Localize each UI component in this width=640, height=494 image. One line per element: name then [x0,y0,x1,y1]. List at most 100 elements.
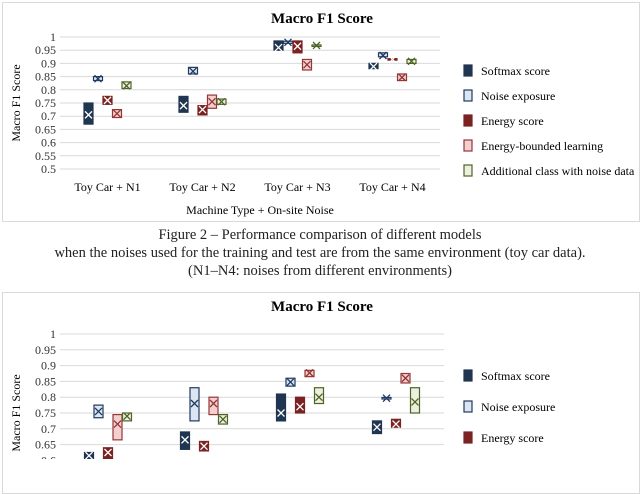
mean-marker-energy [296,402,304,411]
legend-label: Additional class with noise data [481,164,635,178]
box-softmax [83,102,94,125]
y-axis-label: Macro F1 Score [9,64,23,141]
y-tick-label: 0.95 [35,343,56,357]
mean-marker-noise_exposure [286,378,295,386]
y-tick-label: 0.9 [41,359,56,373]
y-tick-label: 0.8 [41,390,56,404]
y-tick-label: 0.6 [41,453,56,459]
mean-marker-energy [392,420,400,429]
mean-marker-energy [200,442,208,451]
mean-marker-softmax [181,435,189,444]
mean-marker-noise_exposure [382,394,391,403]
mean-marker-additional_class [411,397,419,406]
mean-marker-additional_class [122,81,131,90]
legend-label: Softmax score [481,369,550,383]
figure-caption: Figure 2 – Performance comparison of dif… [0,226,640,280]
y-tick-label: 0.55 [35,149,56,163]
y-tick-label: 0.95 [35,43,56,57]
mean-marker-noise_exposure [379,51,387,60]
mean-marker-energy [103,96,112,105]
chart-1-frame [2,2,640,222]
legend-swatch-additional_class [463,164,473,177]
x-tick-label: Toy Car + N1 [74,180,140,194]
legend-swatch-energy_bounded [463,139,473,152]
legend-swatch-noise_exposure [463,89,473,102]
mean-marker-additional_class [407,57,416,66]
mean-marker-softmax [277,409,285,417]
mean-marker-softmax [373,423,381,432]
mean-marker-softmax [179,101,188,110]
x-axis-label: Machine Type + On-site Noise [186,203,334,217]
caption-line-1: Figure 2 – Performance comparison of dif… [158,227,482,243]
mean-marker-additional_class [123,412,131,421]
legend-label: Energy score [481,114,544,128]
mean-marker-energy_bounded [303,60,311,69]
legend-label: Energy score [481,431,544,445]
y-tick-label: 1 [50,30,56,44]
legend-label: Noise exposure [481,400,555,414]
mean-marker-energy_bounded [208,97,216,106]
x-tick-label: Toy Car + N4 [359,180,425,194]
mean-marker-noise_exposure [94,74,102,83]
box-energy_bounded [112,413,123,441]
chart-2: Macro F1 Score0.50.550.60.650.70.750.80.… [9,299,555,459]
mean-marker-energy_bounded [398,73,406,82]
chart-title: Macro F1 Score [271,299,373,315]
x-tick-label: Toy Car + N2 [169,180,235,194]
y-tick-label: 1 [50,327,56,341]
legend-swatch-energy [463,114,473,127]
box-softmax [178,95,189,113]
x-tick-label: Toy Car + N3 [264,180,330,194]
mean-marker-energy_bounded [401,374,410,383]
box-energy_bounded [208,396,219,416]
box-energy [294,396,306,414]
mean-marker-energy [104,448,112,457]
y-tick-label: 0.8 [41,83,56,97]
mean-marker-noise_exposure [94,407,103,416]
box-additional_class [313,387,325,405]
mean-marker-softmax [84,110,93,119]
mean-marker-noise_exposure [190,399,199,408]
y-tick-label: 0.7 [41,109,56,123]
chart-1: Macro F1 Score0.50.550.60.650.70.750.80.… [9,11,635,217]
legend-label: Noise exposure [481,89,555,103]
mean-marker-softmax [85,451,93,459]
y-tick-label: 0.85 [35,374,56,388]
mean-marker-energy_bounded [113,109,121,118]
mean-marker-energy [293,42,302,51]
legend-swatch-noise_exposure [463,400,473,413]
y-tick-label: 0.9 [41,56,56,70]
mean-marker-additional_class [219,415,227,424]
legend-swatch-energy [463,431,473,444]
y-tick-label: 0.85 [35,70,56,84]
y-tick-label: 0.65 [35,122,56,136]
y-tick-label: 0.75 [35,96,56,110]
mean-marker-energy_bounded [305,368,314,377]
legend-swatch-softmax [463,64,473,77]
y-tick-label: 0.65 [35,438,56,452]
chart-title: Macro F1 Score [271,11,373,27]
mean-marker-energy_bounded [209,399,218,408]
mean-marker-softmax [274,43,283,52]
mean-marker-additional_class [312,41,321,50]
mean-marker-softmax [369,62,378,71]
y-axis-label: Macro F1 Score [9,374,23,451]
box-additional_class [409,387,421,414]
mean-marker-noise_exposure [189,67,197,76]
mean-marker-energy [388,55,397,64]
y-tick-label: 0.6 [41,136,56,150]
box-softmax [273,40,284,51]
y-tick-label: 0.7 [41,422,56,436]
mean-marker-additional_class [315,393,323,402]
caption-line-3: (N1–N4: noises from different environmen… [188,263,452,279]
legend-label: Softmax score [481,64,550,78]
y-tick-label: 0.5 [41,162,56,176]
mean-marker-energy_bounded [113,420,122,429]
legend-swatch-softmax [463,369,473,382]
mean-marker-noise_exposure [284,38,292,47]
y-tick-label: 0.75 [35,406,56,420]
caption-line-2: when the noises used for the training an… [54,245,586,261]
box-softmax [275,393,287,422]
legend-label: Energy-bounded learning [481,139,603,153]
mean-marker-energy [198,105,207,114]
